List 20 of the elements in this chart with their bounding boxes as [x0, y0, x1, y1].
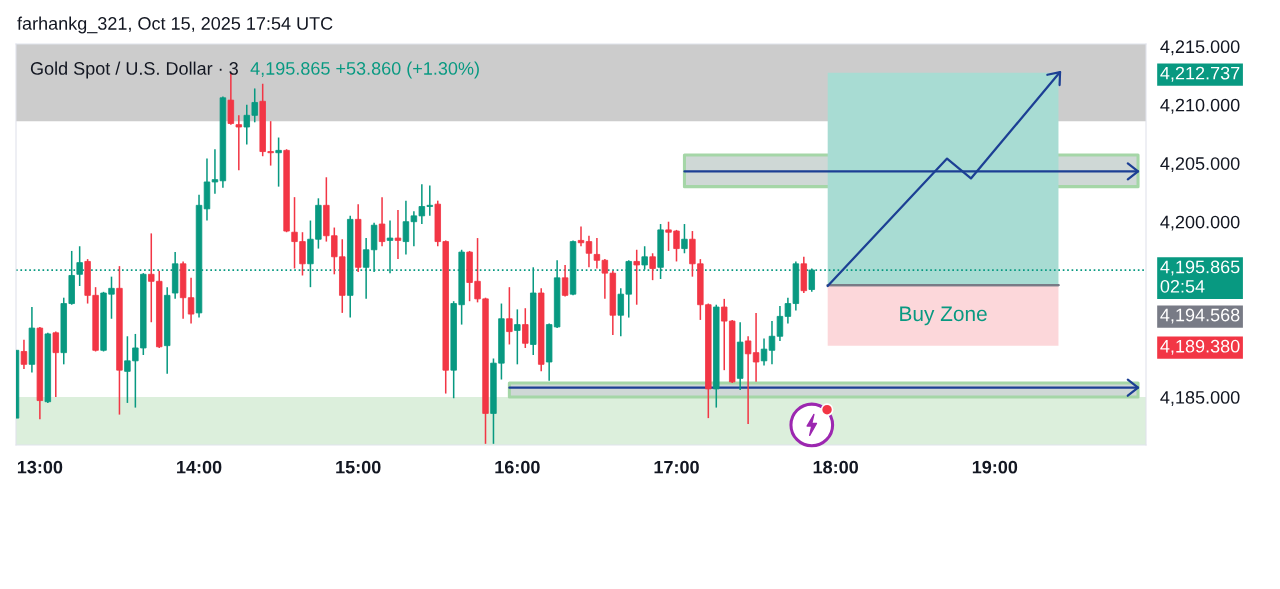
annotation: Buy Zone — [900, 306, 987, 326]
y2-tick-label: 4,212.737 — [1160, 66, 1240, 82]
x-tick-label: 14:00 — [177, 460, 222, 474]
y-tick-label: 4,210.000 — [1160, 98, 1240, 114]
x-tick-label: 13:00 — [17, 460, 63, 474]
y-tick-label: 4,185.000 — [1160, 391, 1240, 406]
x-tick-label: 18:00 — [813, 460, 858, 474]
y2-tick-label: 4,189.380 — [1160, 339, 1240, 355]
y-tick-label: 4,200.000 — [1160, 215, 1240, 231]
text: 4,194.568 — [1160, 308, 1240, 324]
x-tick-label: 16:00 — [495, 460, 540, 474]
y-tick-label: 4,205.000 — [1160, 157, 1240, 173]
x-tick-label: 19:00 — [972, 460, 1018, 474]
y-tick-label: 4,215.000 — [1160, 40, 1240, 56]
x-tick-label: 17:00 — [654, 460, 699, 474]
text: Gold Spot / U.S. Dollar · 3 — [30, 61, 238, 79]
text: farhankg_321, Oct 15, 2025 17:54 UTC — [17, 16, 333, 34]
x-tick-label: 15:00 — [336, 460, 381, 474]
text: 4,195.865 +53.860 (+1.30%) — [250, 61, 479, 79]
ref-line-label: 4,195.865 02:54 — [1160, 260, 1240, 293]
